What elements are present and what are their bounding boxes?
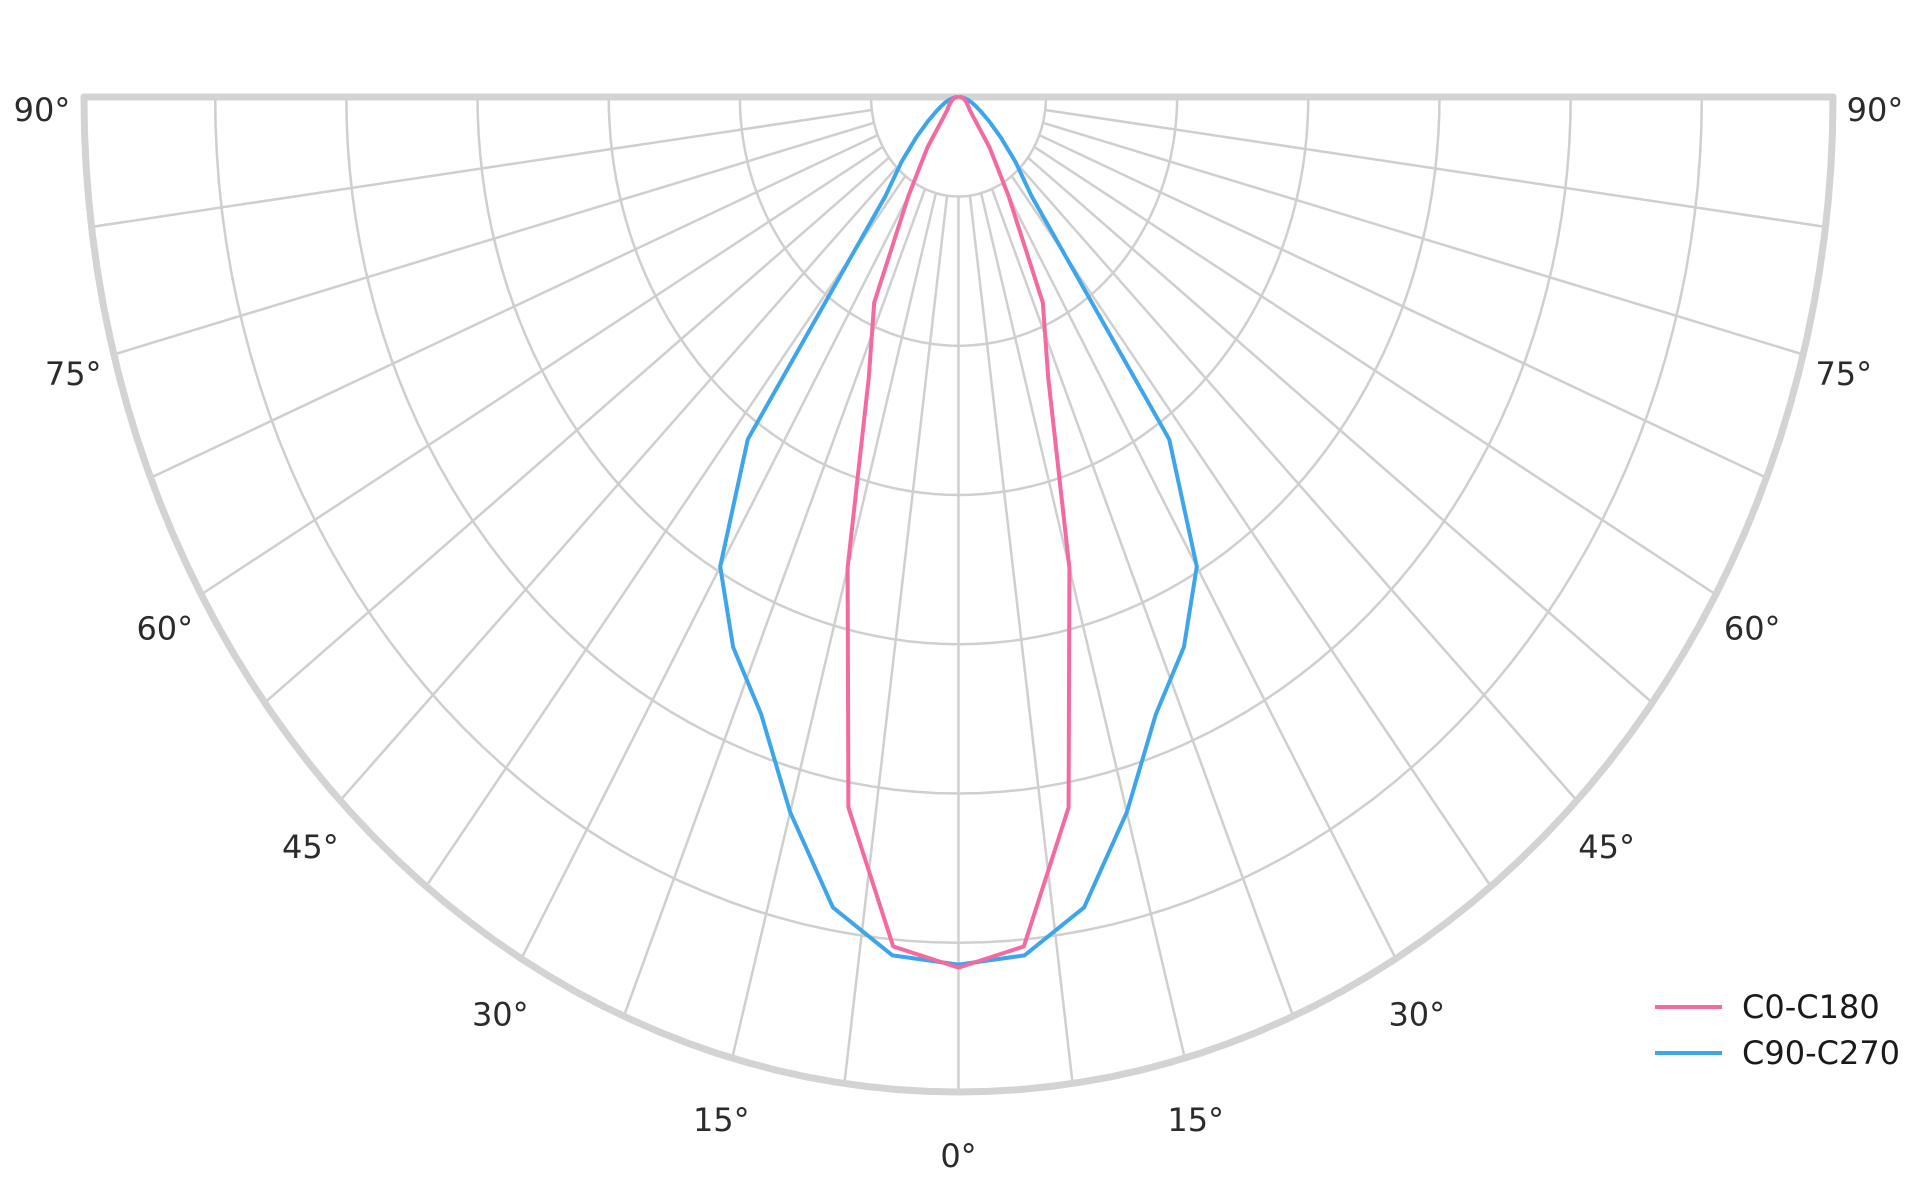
- grid-spoke: [1043, 108, 1827, 229]
- angle-tick-label: 45°: [282, 828, 339, 866]
- grid-spoke: [622, 187, 927, 1018]
- grid-spoke: [424, 174, 907, 888]
- angle-tick-label: 45°: [1578, 828, 1635, 866]
- angle-grid-spokes: [90, 108, 1827, 1094]
- grid-spoke: [1000, 181, 1398, 960]
- angle-tick-label: 30°: [1388, 996, 1445, 1034]
- grid-spoke: [979, 191, 1187, 1060]
- grid-spoke: [1032, 145, 1718, 596]
- legend-label-c90-c270: C90-C270: [1742, 1034, 1900, 1072]
- grid-spoke: [263, 156, 891, 704]
- grid-spoke: [520, 181, 917, 960]
- distribution-curves: [718, 95, 1199, 970]
- angle-tick-label: 15°: [693, 1101, 750, 1139]
- grid-spoke: [843, 194, 949, 1085]
- angle-tick-label: 90°: [14, 91, 71, 129]
- grid-spoke: [112, 121, 876, 356]
- angle-tick-label: 75°: [1815, 355, 1872, 393]
- grid-spoke: [1019, 166, 1579, 802]
- grid-spoke: [1026, 156, 1654, 704]
- legend: C0-C180 C90-C270: [1655, 988, 1900, 1072]
- grid-spoke: [990, 187, 1295, 1018]
- legend-label-c0-c180: C0-C180: [1742, 988, 1880, 1026]
- grid-spoke: [199, 145, 885, 596]
- angle-tick-label: 15°: [1167, 1101, 1224, 1139]
- grid-spoke: [968, 194, 1074, 1085]
- curve-c0-c180: [845, 95, 1072, 970]
- angle-tick-label: 30°: [472, 996, 529, 1034]
- grid-spoke: [90, 108, 874, 229]
- angle-tick-labels: 0° 15° 15° 30° 30° 45° 45° 60° 60° 75° 75° 90° 90°: [14, 91, 1904, 1175]
- grid-spoke: [338, 166, 898, 802]
- grid-spoke: [1038, 133, 1768, 480]
- grid-spoke: [1041, 121, 1805, 356]
- outer-border-arc: [80, 93, 1837, 1096]
- angle-tick-label: 75°: [45, 355, 102, 393]
- grid-spoke: [730, 191, 938, 1060]
- angle-tick-label: 90°: [1847, 91, 1904, 129]
- grid-spoke: [1010, 174, 1493, 888]
- angle-tick-label: 0°: [940, 1137, 976, 1175]
- curve-c90-c270: [718, 95, 1199, 967]
- angle-tick-label: 60°: [1724, 610, 1781, 648]
- grid-ring: [869, 95, 1048, 198]
- grid-spoke: [149, 133, 879, 480]
- angle-tick-label: 60°: [136, 610, 193, 648]
